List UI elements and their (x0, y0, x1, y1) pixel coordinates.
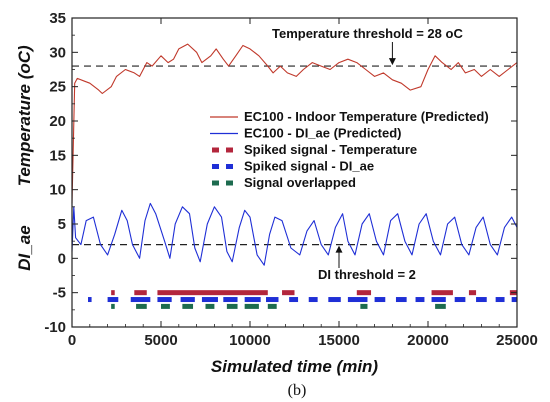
spike-marker-1-12 (347, 297, 368, 303)
annotations: Temperature threshold = 28 oC DI threshol… (272, 26, 463, 282)
y-axis-title-temperature: Temperature (oC) (15, 45, 34, 186)
spike-marker-0-3 (282, 290, 295, 296)
y-tick-label: 15 (49, 147, 66, 164)
spike-marker-2-5 (226, 303, 238, 309)
spike-marker-0-5 (431, 290, 453, 296)
spike-marker-0-6 (468, 290, 477, 296)
spike-marker-1-17 (454, 297, 466, 303)
spike-marker-2-4 (205, 303, 215, 309)
y-axis-title-di: DI_ae (15, 225, 34, 270)
y-tick-label: 20 (49, 113, 66, 130)
figure-caption: (b) (288, 382, 307, 399)
legend: EC100 - Indoor Temperature (Predicted) EC… (206, 105, 489, 190)
y-tick-label: 25 (49, 79, 66, 96)
spike-marker-2-7 (267, 303, 277, 309)
y-tick-label: -10 (44, 319, 66, 336)
legend-box (206, 105, 428, 187)
axes-layer: -10 -5 0 5 10 15 20 25 30 35 0 5000 10000 15000 20000 2… (44, 10, 538, 349)
legend-label: Spiked signal - DI_ae (244, 159, 374, 174)
spike-marker-2-3 (182, 303, 194, 309)
annotation-temperature-threshold: Temperature threshold = 28 oC (272, 26, 463, 41)
spike-marker-1-11 (328, 297, 341, 303)
spike-marker-2-2 (161, 303, 170, 309)
spike-marker-1-16 (431, 297, 446, 303)
spike-marker-2-9 (435, 303, 446, 309)
legend-marker-2-0 (212, 180, 219, 186)
spike-marker-0-2 (157, 290, 268, 296)
legend-label: EC100 - Indoor Temperature (Predicted) (244, 109, 489, 124)
x-tick-label: 25000 (496, 332, 538, 349)
annotation-arrow-head (335, 245, 343, 253)
annotation-arrow-head (388, 58, 396, 66)
series-line-1 (71, 202, 518, 266)
x-tick-label: 20000 (407, 332, 449, 349)
spike-marker-1-13 (374, 297, 386, 303)
legend-marker-0-0 (212, 147, 219, 153)
annotation-di-threshold: DI threshold = 2 (318, 267, 416, 282)
x-tick-label: 5000 (144, 332, 177, 349)
y-axis-title-text: Temperature ( (15, 71, 34, 186)
spike-marker-1-19 (495, 297, 505, 303)
spike-marker-2-6 (244, 303, 259, 309)
spike-marker-2-8 (360, 303, 368, 309)
spike-marker-1-18 (476, 297, 487, 303)
legend-marker-0-1 (226, 147, 233, 153)
y-tick-label: -5 (53, 285, 66, 302)
y-tick-label: 5 (58, 216, 66, 233)
y-tick-label: 35 (49, 10, 66, 27)
spike-marker-1-5 (201, 297, 218, 303)
spike-marker-1-3 (157, 297, 172, 303)
series-line-0 (71, 43, 518, 204)
x-tick-label: 15000 (318, 332, 360, 349)
spike-marker-2-0 (111, 303, 115, 309)
legend-marker-1-1 (226, 164, 233, 169)
legend-marker-1-0 (212, 164, 219, 169)
x-tick-label: 0 (68, 332, 76, 349)
legend-label: Signal overlapped (244, 175, 356, 190)
spike-marker-2-1 (136, 303, 147, 309)
spike-marker-1-6 (223, 297, 238, 303)
spike-marker-0-1 (134, 290, 147, 296)
spike-marker-1-2 (130, 297, 151, 303)
legend-marker-2-1 (226, 180, 233, 186)
x-axis-title: Simulated time (min) (211, 357, 379, 376)
spike-marker-1-10 (308, 297, 318, 303)
spike-marker-0-4 (356, 290, 372, 296)
spike-marker-1-1 (107, 297, 119, 303)
x-tick-label: 10000 (229, 332, 271, 349)
spike-marker-1-4 (180, 297, 195, 303)
y-axis-title-unit: oC) (15, 45, 34, 74)
spike-marker-0-0 (111, 290, 115, 296)
spike-marker-1-0 (88, 297, 92, 303)
spike-marker-1-9 (289, 297, 299, 303)
legend-label: Spiked signal - Temperature (244, 142, 417, 157)
spike-marker-1-8 (266, 297, 279, 303)
plot-layer (71, 43, 518, 309)
y-tick-label: 10 (49, 182, 66, 199)
legend-label: EC100 - DI_ae (Predicted) (244, 126, 402, 141)
spike-marker-1-15 (415, 297, 425, 303)
spike-marker-1-14 (395, 297, 407, 303)
y-tick-label: 30 (49, 44, 66, 61)
y-tick-label: 0 (58, 250, 66, 267)
spike-marker-1-7 (244, 297, 261, 303)
spike-marker-1-20 (511, 297, 517, 303)
